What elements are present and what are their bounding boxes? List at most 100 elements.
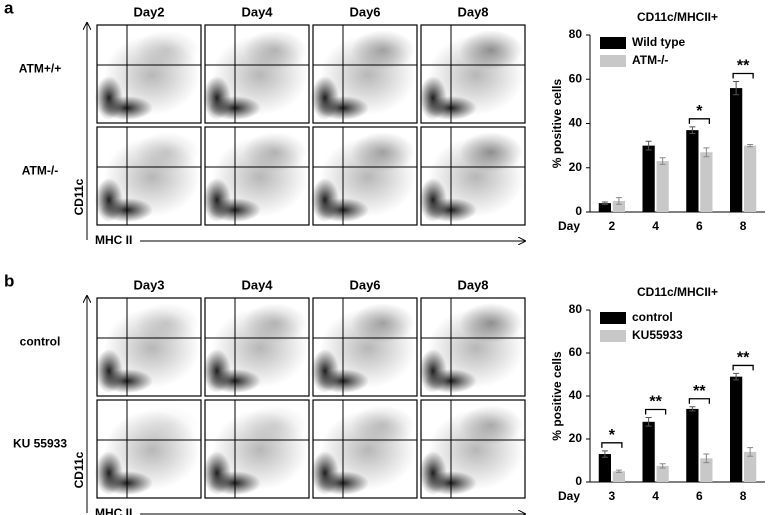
flow-plot-frame [96, 297, 202, 397]
legend-swatch [600, 312, 626, 324]
panel-label: a [4, 0, 14, 17]
column-label: Day6 [349, 4, 380, 19]
bar [700, 458, 713, 482]
y-tick-label: 80 [569, 302, 583, 316]
column-label: Day3 [133, 277, 164, 292]
significance-bracket [688, 118, 711, 124]
bar [598, 454, 611, 482]
x-tick-label: 8 [740, 219, 747, 233]
x-tick-label: 4 [652, 489, 659, 503]
x-axis-label: Day [558, 489, 580, 503]
density-cloud [243, 30, 307, 70]
legend-swatch [600, 37, 626, 49]
density-cloud [135, 132, 199, 172]
density-cloud [351, 30, 415, 70]
bar [730, 88, 743, 212]
column-label: Day6 [349, 277, 380, 292]
bar [656, 465, 669, 482]
bar [612, 471, 625, 482]
significance-bracket [732, 72, 754, 79]
bar [642, 145, 655, 212]
error-bar [601, 450, 608, 458]
y-axis-label: % positive cells [550, 78, 564, 168]
column-label: Day4 [241, 4, 273, 19]
significance-label: * [609, 427, 616, 444]
error-bar [601, 201, 608, 205]
x-tick-label: 6 [696, 219, 703, 233]
significance-label: ** [737, 350, 750, 367]
density-cloud [351, 405, 415, 445]
legend-swatch [600, 330, 626, 342]
error-bar [659, 463, 666, 469]
row-label: ATM-/- [22, 163, 58, 177]
error-bar [747, 447, 754, 457]
density-cloud [135, 405, 199, 445]
axis-label: CD11c [72, 451, 86, 488]
legend-label: control [632, 310, 673, 324]
error-bar [645, 140, 652, 151]
significance-bracket [688, 398, 711, 404]
bar [686, 130, 699, 212]
error-bar [747, 144, 754, 148]
legend-label: Wild type [632, 35, 686, 49]
x-axis-label: Day [558, 219, 580, 233]
legend-swatch [600, 55, 626, 67]
column-label: Day8 [457, 4, 488, 19]
row-label: KU 55933 [13, 436, 67, 450]
y-tick-label: 80 [569, 27, 583, 41]
significance-bracket [644, 408, 667, 415]
density-cloud [135, 30, 199, 70]
significance-bracket [601, 442, 623, 448]
bar [744, 145, 757, 212]
y-axis-label: % positive cells [550, 351, 564, 441]
x-tick-label: 6 [696, 489, 703, 503]
error-bar [689, 126, 696, 134]
error-bar [733, 80, 740, 96]
error-bar [703, 453, 710, 464]
significance-label: * [696, 103, 703, 120]
bar [642, 421, 655, 482]
flow-plot-frame [204, 399, 310, 499]
error-bar [733, 372, 740, 381]
y-tick-label: 20 [569, 431, 583, 445]
flow-plot-frame [204, 297, 310, 397]
bar [744, 451, 757, 482]
axis-label: MHC II [95, 233, 132, 247]
x-tick-label: 2 [609, 219, 616, 233]
flow-plot-frame [312, 297, 418, 397]
density-cloud [459, 132, 523, 172]
density-cloud [459, 303, 523, 343]
flow-plot-frame [204, 24, 310, 124]
column-label: Day4 [241, 277, 273, 292]
bar [700, 152, 713, 212]
flow-plot-frame [420, 297, 526, 397]
flow-plot-frame [312, 399, 418, 499]
density-cloud [351, 132, 415, 172]
y-tick-label: 60 [569, 71, 583, 85]
legend-label: KU55933 [632, 328, 683, 342]
flow-plot-frame [96, 126, 202, 226]
flow-plot-frame [420, 24, 526, 124]
significance-label: ** [649, 394, 662, 411]
bar [656, 161, 669, 212]
error-bar [703, 147, 710, 158]
error-bar [615, 197, 622, 205]
x-tick-label: 3 [609, 489, 616, 503]
flow-plot-frame [312, 126, 418, 226]
x-tick-label: 8 [740, 489, 747, 503]
flow-plot-frame [312, 24, 418, 124]
density-cloud [135, 303, 199, 343]
row-label: control [20, 334, 61, 348]
error-bar [689, 406, 696, 412]
density-cloud [243, 132, 307, 172]
significance-label: ** [737, 58, 750, 75]
error-bar [645, 417, 652, 427]
axis-label: MHC II [95, 506, 132, 515]
axis-label: CD11c [72, 178, 86, 215]
flow-plot-frame [204, 126, 310, 226]
column-label: Day8 [457, 277, 488, 292]
y-tick-label: 0 [575, 474, 582, 488]
bar [730, 376, 743, 482]
flow-plot-frame [96, 24, 202, 124]
